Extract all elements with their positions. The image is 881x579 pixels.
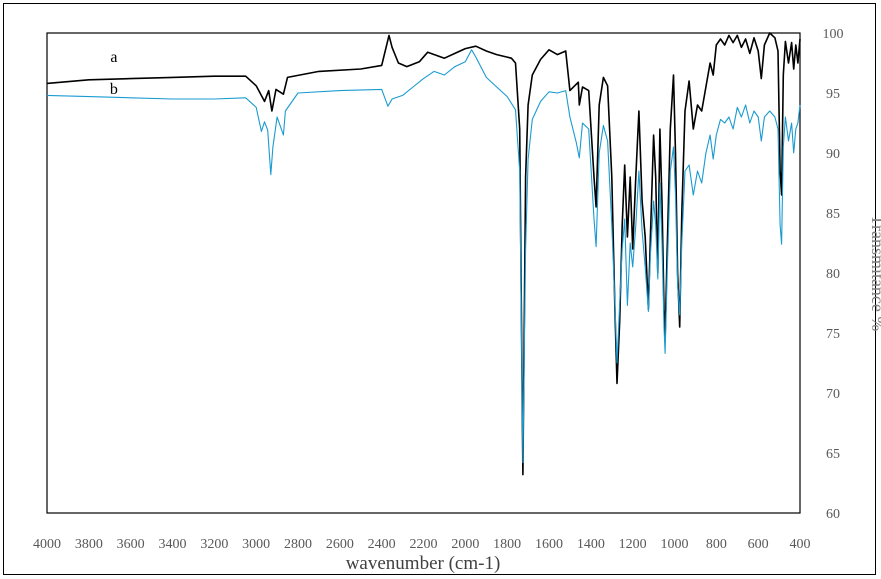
y-tick-label: 85 <box>826 207 840 222</box>
x-tick-label: 2800 <box>284 537 312 552</box>
x-tick-label: 2600 <box>326 537 354 552</box>
series-line-b <box>46 49 801 464</box>
x-tick-label: 4000 <box>33 537 61 552</box>
x-tick-label: 1400 <box>577 537 605 552</box>
x-axis-ticks: 4000 3800 3600 3400 3200 3000 2800 2600 2400 2200… <box>33 537 811 552</box>
x-tick-label: 3200 <box>200 537 228 552</box>
x-tick-label: 1000 <box>661 537 689 552</box>
y-axis-ticks: 60 65 70 75 80 85 90 95 100 <box>823 27 844 522</box>
x-tick-label: 3800 <box>75 537 103 552</box>
y-tick-label: 100 <box>823 27 844 42</box>
y-tick-label: 60 <box>826 507 840 522</box>
x-axis-label: wavenumber (cm-1) <box>346 553 501 574</box>
plot-area <box>46 32 801 514</box>
x-tick-label: 1800 <box>493 537 521 552</box>
y-tick-label: 90 <box>826 147 840 162</box>
x-tick-label: 400 <box>790 537 811 552</box>
series-line-a <box>46 32 801 476</box>
x-tick-label: 600 <box>748 537 769 552</box>
x-tick-label: 3000 <box>242 537 270 552</box>
y-tick-label: 80 <box>826 267 840 282</box>
y-axis-label: Transmitance % <box>868 215 881 332</box>
y-tick-label: 75 <box>826 327 840 342</box>
chart-frame <box>3 3 876 575</box>
y-tick-label: 65 <box>826 447 840 462</box>
y-tick-label: 95 <box>826 87 840 102</box>
x-tick-label: 800 <box>706 537 727 552</box>
x-tick-label: 3400 <box>159 537 187 552</box>
x-tick-label: 2200 <box>410 537 438 552</box>
annotations: ab <box>110 49 118 98</box>
series-annotation-a: a <box>110 49 117 66</box>
x-tick-label: 1600 <box>535 537 563 552</box>
x-tick-label: 1200 <box>619 537 647 552</box>
x-tick-label: 2000 <box>451 537 479 552</box>
y-tick-label: 70 <box>826 387 840 402</box>
series-annotation-b: b <box>110 81 118 98</box>
x-tick-label: 3600 <box>117 537 145 552</box>
x-tick-label: 2400 <box>368 537 396 552</box>
series-layer <box>46 32 801 476</box>
